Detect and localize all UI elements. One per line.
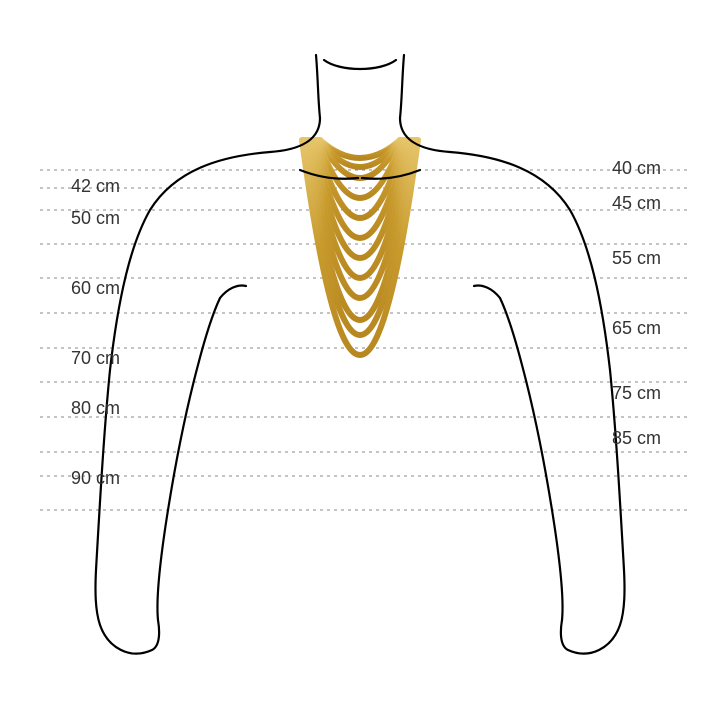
len-label-60: 60 cm [40,278,120,299]
len-label-50: 50 cm [40,208,120,229]
len-label-90: 90 cm [40,468,120,489]
len-label-70: 70 cm [40,348,120,369]
necklace-chains [302,140,418,355]
len-label-45: 45 cm [612,193,692,214]
len-label-75: 75 cm [612,383,692,404]
necklace-size-diagram: 42 cm 50 cm 60 cm 70 cm 80 cm 90 cm 40 c… [0,0,720,720]
len-label-55: 55 cm [612,248,692,269]
len-label-65: 65 cm [612,318,692,339]
len-label-80: 80 cm [40,398,120,419]
guide-lines [40,170,690,510]
len-label-40: 40 cm [612,158,692,179]
len-label-85: 85 cm [612,428,692,449]
len-label-42: 42 cm [40,176,120,197]
